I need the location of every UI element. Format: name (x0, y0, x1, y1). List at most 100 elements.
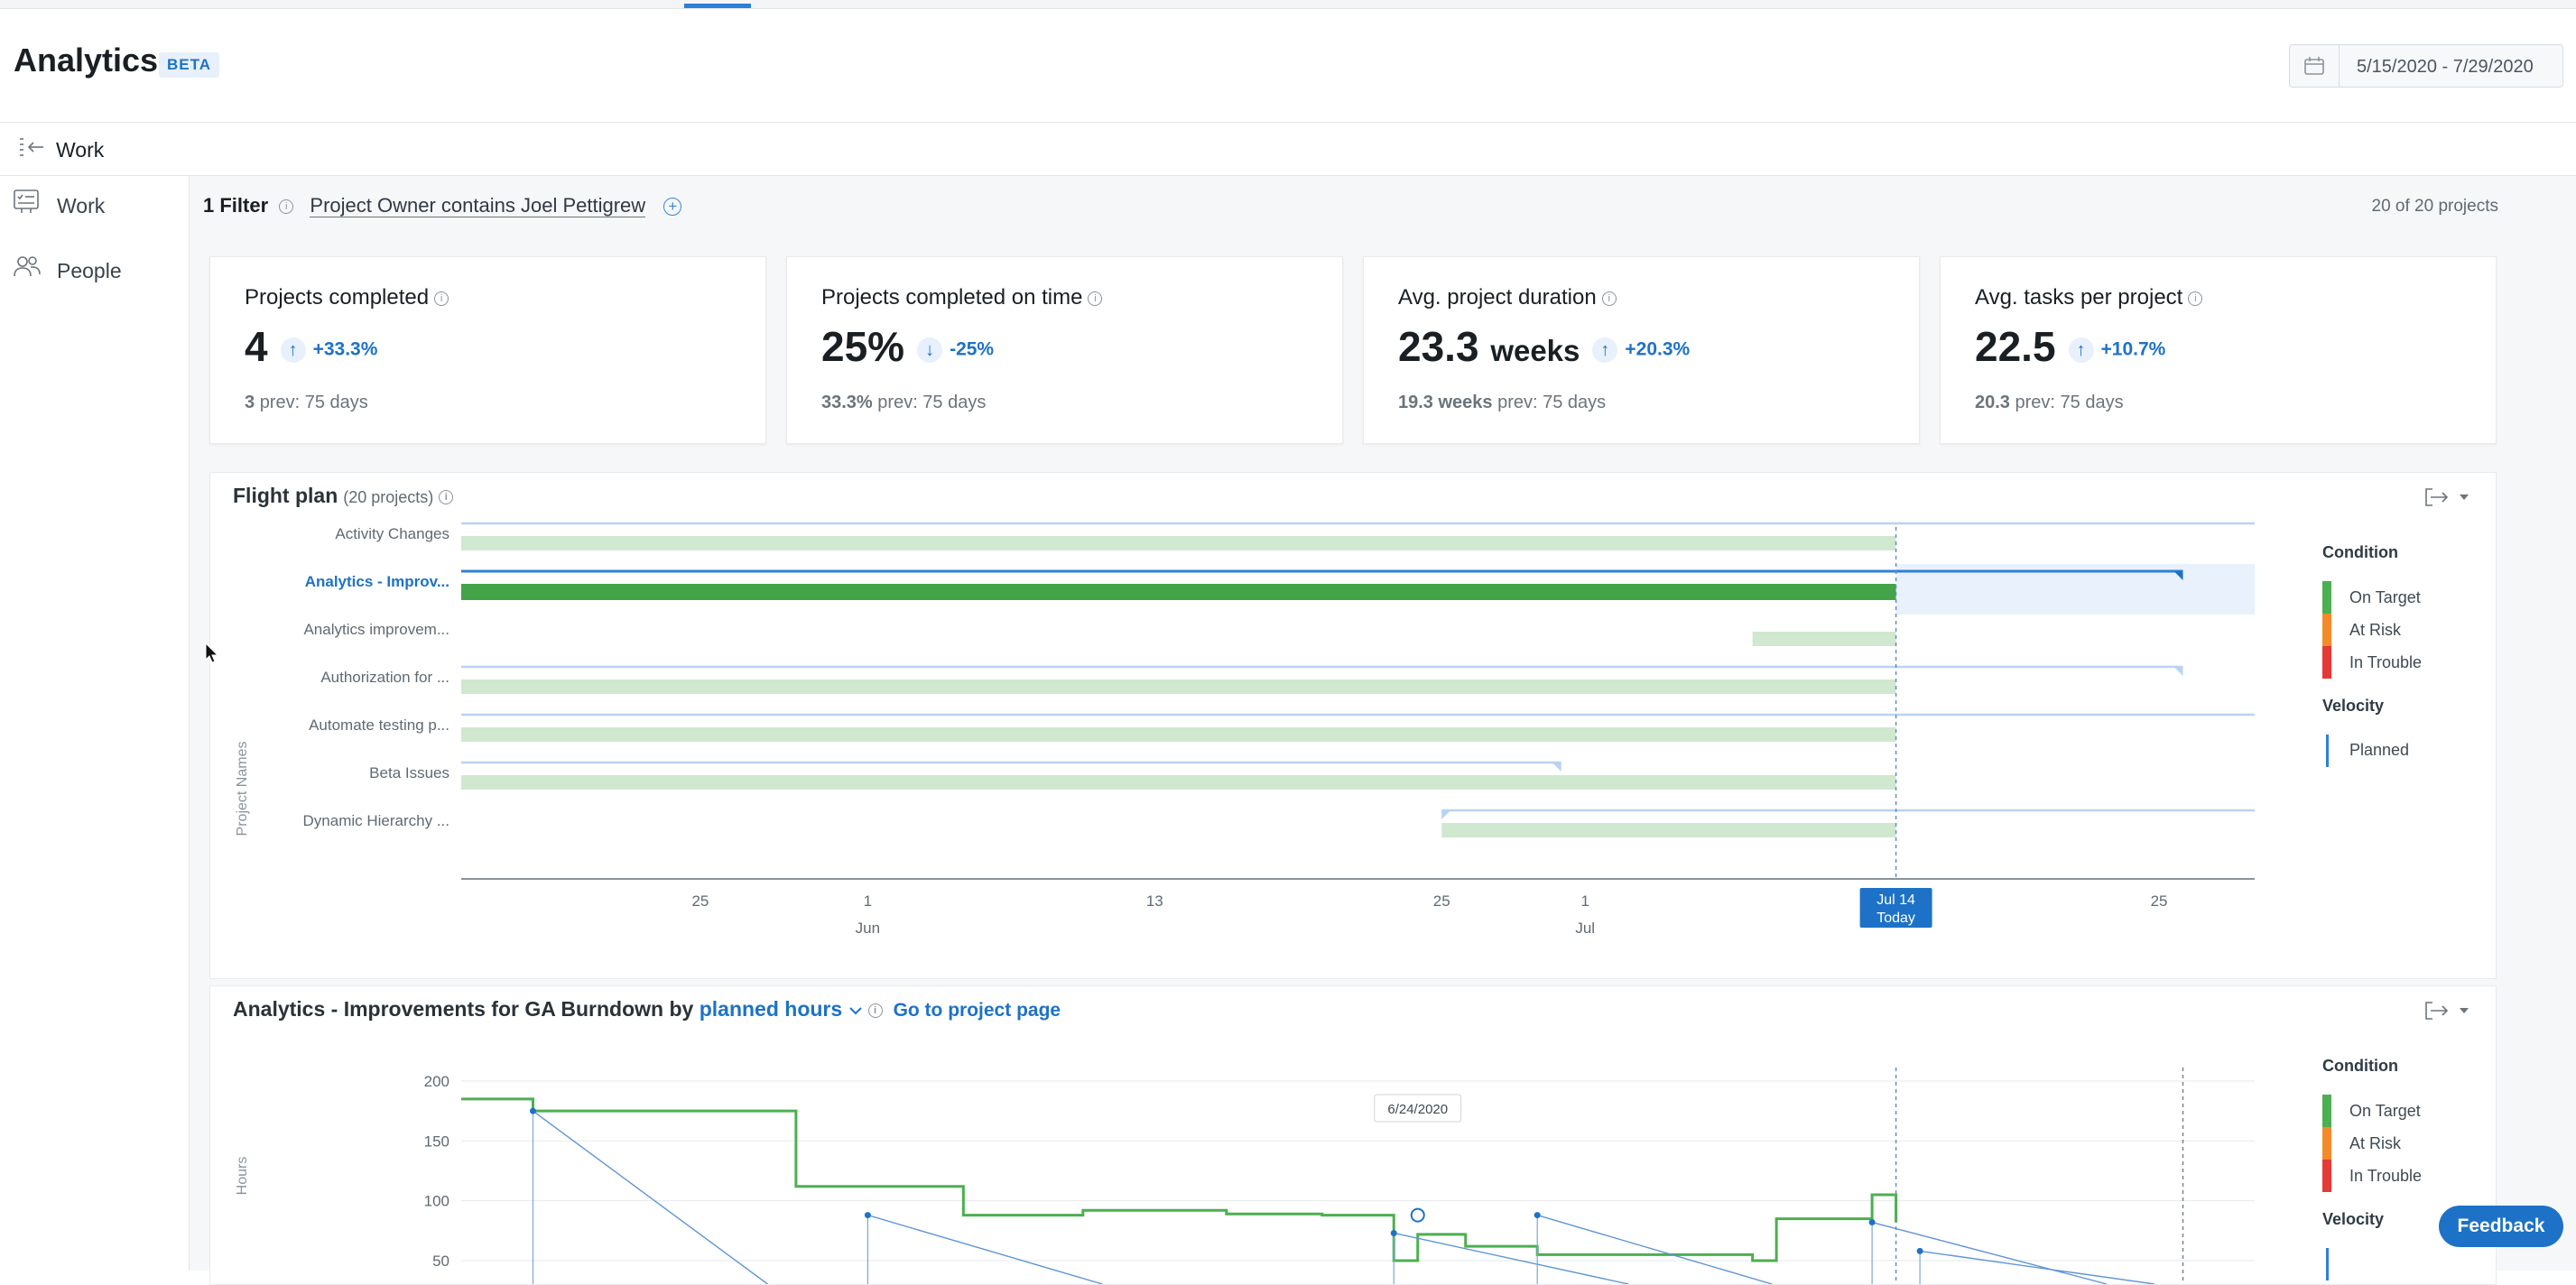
legend-condition-title: Condition (2322, 1057, 2398, 1075)
planned-start-marker (1441, 810, 1451, 819)
metric-prev-value: 19.3 weeks (1398, 393, 1493, 412)
x-tick-label: 25 (691, 892, 709, 910)
metric-value: 25% ↓ -25% (821, 322, 994, 371)
planned-end-marker (2173, 571, 2183, 580)
projects-count: 20 of 20 projects (2371, 197, 2498, 216)
metric-value-text: 23.3 (1398, 323, 1479, 370)
project-name-label: Dynamic Hierarchy ... (303, 812, 449, 829)
work-toolbar-label: Work (56, 138, 105, 162)
velocity-trend-line (1394, 1232, 1629, 1284)
metric-delta-text: +33.3% (312, 338, 378, 360)
date-range-value: 5/15/2020 - 7/29/2020 (2357, 57, 2534, 77)
filter-bar: 1 Filter i Project Owner contains Joel P… (203, 194, 682, 217)
info-icon[interactable]: i (1088, 291, 1103, 306)
arrow-down-icon: ↓ (917, 337, 943, 363)
velocity-point (529, 1107, 536, 1114)
metric-value-text: 4 (245, 323, 268, 370)
project-name-label: Automate testing p... (309, 716, 449, 734)
legend-swatch-in-trouble (2322, 1160, 2331, 1192)
active-tab-indicator (684, 4, 751, 8)
velocity-trend-line (533, 1110, 768, 1284)
actual-bar (1441, 823, 1896, 837)
metric-prev-value: 33.3% (821, 393, 873, 412)
filter-operator: contains (440, 194, 515, 217)
metric-unit: weeks (1490, 334, 1580, 367)
info-icon[interactable]: i (279, 199, 294, 215)
velocity-point (864, 1212, 871, 1219)
metric-dropdown[interactable]: planned hours (700, 997, 863, 1021)
sidebar-item-people[interactable]: People (0, 241, 189, 295)
metric-card-avg-tasks: Avg. tasks per project i 22.5 ↑ +10.7% 20.3… (1940, 256, 2497, 444)
planned-end-marker (2173, 667, 2183, 676)
actual-bar (1752, 632, 1896, 646)
legend-velocity-title: Velocity (2322, 697, 2385, 715)
legend-condition-title: Condition (2322, 543, 2398, 561)
y-tick-label: 100 (424, 1193, 449, 1210)
velocity-trend-line (867, 1214, 1103, 1284)
metric-title: Projects completed i (245, 285, 454, 310)
metric-title-text: Avg. tasks per project (1975, 285, 2183, 310)
actual-bar (461, 536, 1896, 550)
mouse-cursor-icon (205, 642, 219, 663)
info-icon[interactable]: i (439, 489, 454, 504)
x-tick-label: 25 (2151, 892, 2168, 910)
legend-at-risk: At Risk (2349, 621, 2402, 639)
metric-value: 22.5 ↑ +10.7% (1975, 322, 2165, 371)
metric-prev: 20.3 prev: 75 days (1975, 393, 2124, 413)
metric-prev-label: prev: 75 days (2015, 393, 2124, 412)
project-name-label: Analytics - Improv... (305, 573, 449, 590)
people-icon (14, 256, 41, 277)
legend-at-risk: At Risk (2349, 1134, 2402, 1152)
date-range-picker[interactable]: 5/15/2020 - 7/29/2020 (2289, 44, 2563, 88)
flight-plan-title-text: Flight plan (233, 484, 338, 507)
actual-bar (461, 775, 1896, 790)
metric-delta: ↑ +10.7% (2068, 337, 2165, 363)
hover-point (1410, 1207, 1425, 1223)
metric-delta: ↑ +20.3% (1592, 337, 1690, 363)
go-to-project-link[interactable]: Go to project page (893, 1000, 1061, 1021)
x-tick-label: 13 (1146, 892, 1163, 910)
export-icon[interactable] (2423, 999, 2472, 1022)
y-tick-label: 50 (432, 1253, 449, 1270)
filter-count: 1 Filter (203, 194, 269, 217)
feedback-button[interactable]: Feedback (2439, 1206, 2563, 1247)
filter-chip[interactable]: Project Owner contains Joel Pettigrew (310, 194, 646, 217)
x-tick-label: 25 (1433, 892, 1450, 910)
info-icon[interactable]: i (1601, 291, 1617, 306)
metric-prev-value: 3 (245, 393, 255, 412)
x-month-label: Jun (856, 920, 880, 937)
actual-bar (461, 584, 1896, 600)
metric-value-text: 25% (821, 323, 905, 370)
metric-prev-label: prev: 75 days (1497, 393, 1607, 412)
sidebar-item-label: People (57, 259, 122, 282)
metric-title-text: Projects completed on time (821, 285, 1083, 310)
legend-swatch-in-trouble (2322, 646, 2331, 679)
work-toolbar: Work (0, 124, 2576, 176)
info-icon[interactable]: i (867, 1003, 883, 1018)
add-filter-icon[interactable]: + (663, 198, 682, 217)
metric-card-on-time: Projects completed on time i 25% ↓ -25% 33.… (786, 256, 1343, 444)
velocity-trend-line (1871, 1221, 2108, 1284)
legend-on-target: On Target (2349, 588, 2421, 606)
metric-prev: 19.3 weeks prev: 75 days (1398, 393, 1606, 413)
metric-card-avg-duration: Avg. project duration i 23.3 weeks ↑ +20.3%… (1363, 256, 1920, 444)
beta-badge: BETA (159, 52, 220, 78)
metric-card-projects-completed: Projects completed i 4 ↑ +33.3% 3 prev: 75 … (209, 256, 766, 444)
legend-swatch-at-risk (2322, 1127, 2331, 1160)
collapse-sidebar-icon[interactable] (18, 136, 45, 160)
y-axis-label: Hours (235, 1157, 250, 1196)
legend-swatch-at-risk (2322, 614, 2331, 646)
export-icon[interactable] (2423, 485, 2472, 509)
project-name-label: Activity Changes (335, 525, 449, 542)
info-icon[interactable]: i (434, 291, 449, 306)
flight-plan-title: Flight plan (20 projects) i (233, 484, 459, 508)
flight-plan-chart: Project Names Activity Changes Analytics -… (235, 522, 2255, 937)
info-icon[interactable]: i (2188, 291, 2203, 306)
legend-swatch-planned (2326, 735, 2329, 767)
calendar-icon[interactable] (2290, 45, 2340, 87)
remaining-hours-line (461, 1097, 1898, 1262)
legend-swatch-on-target (2322, 581, 2331, 614)
checklist-icon (14, 190, 39, 213)
velocity-point (1534, 1212, 1541, 1219)
sidebar-item-work[interactable]: Work (0, 176, 189, 230)
